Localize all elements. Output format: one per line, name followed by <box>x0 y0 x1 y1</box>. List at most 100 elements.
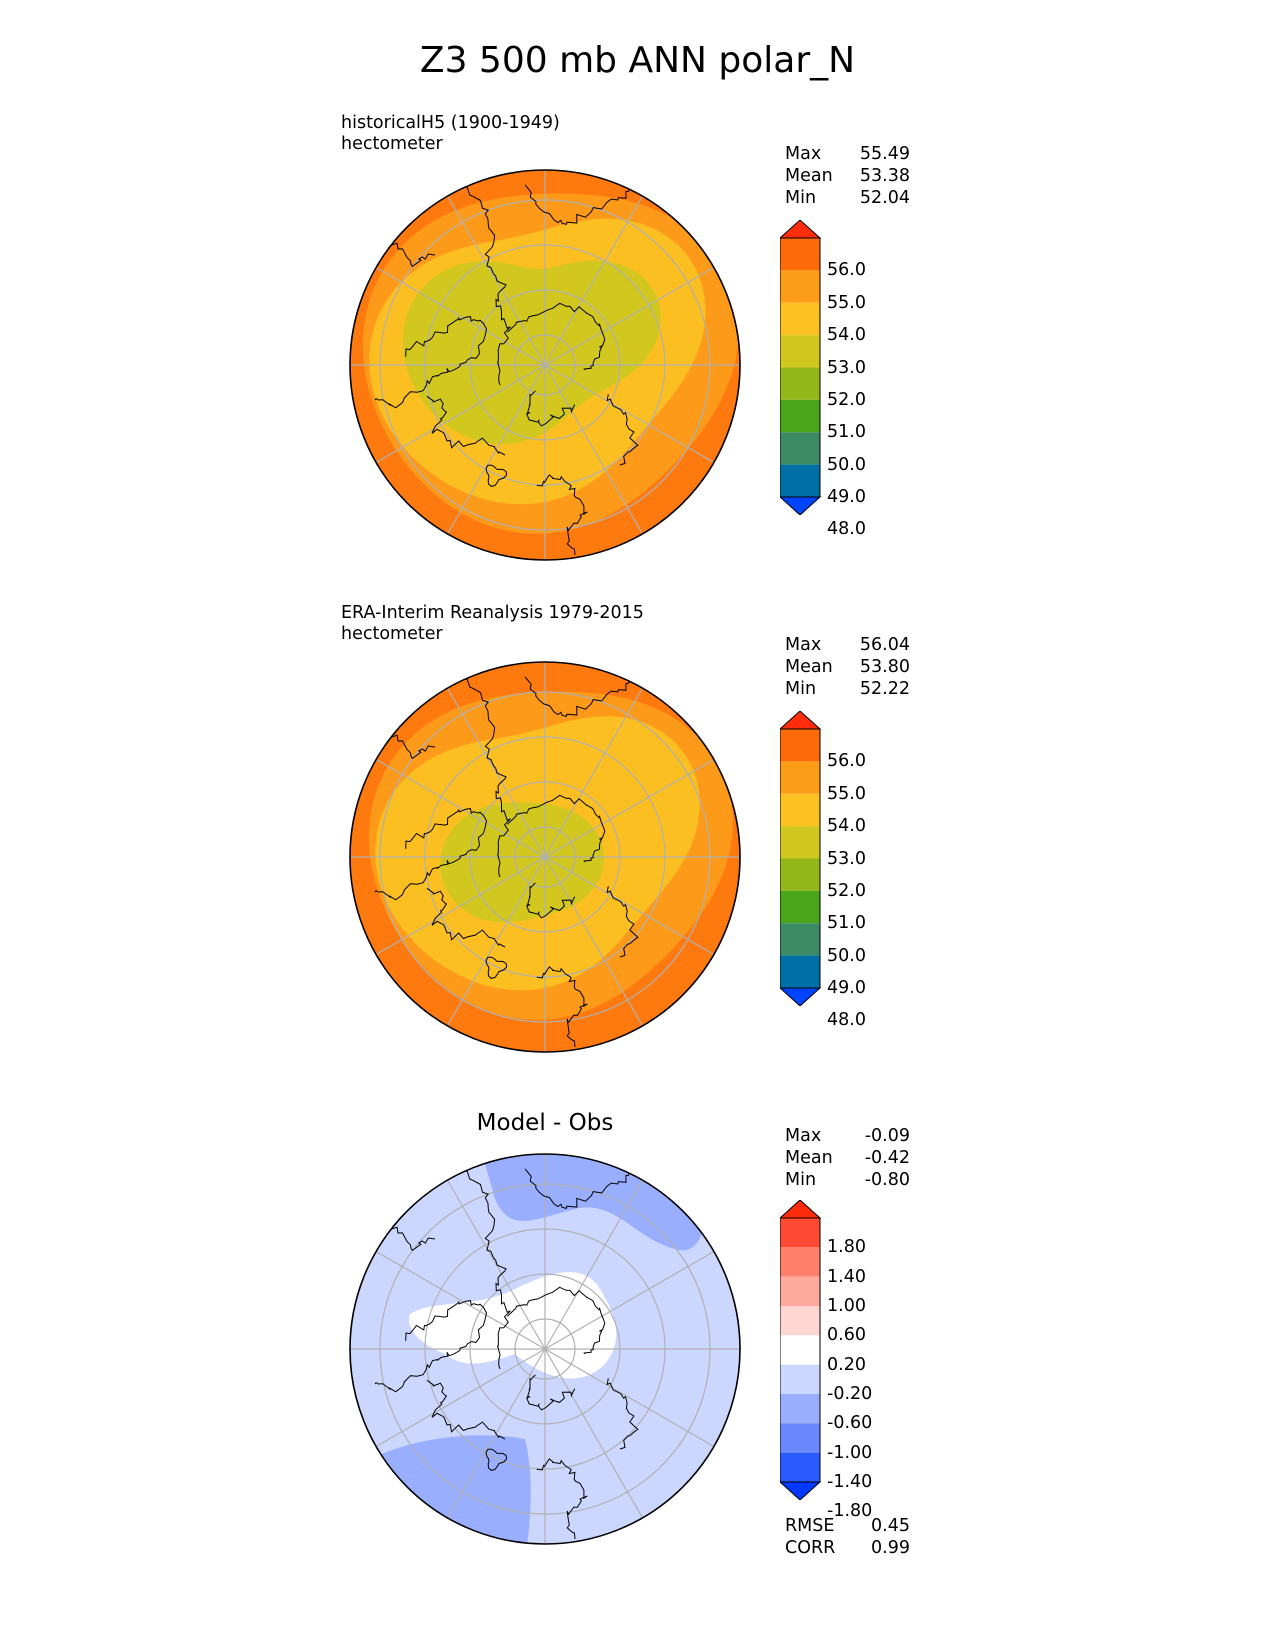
colorbar-tick-label: -1.80 <box>827 1501 873 1522</box>
test-units: hectometer <box>341 134 443 154</box>
colorbar-tick-label: 50.0 <box>827 945 866 966</box>
colorbar-tick-label: 56.0 <box>827 751 866 772</box>
colorbar-tick-label: 55.0 <box>827 783 866 804</box>
coastline-segment <box>536 1458 588 1540</box>
ref-colorbar <box>780 711 822 1006</box>
colorbar-tick-label: -0.60 <box>827 1413 873 1434</box>
coastline-segment <box>526 882 576 919</box>
colorbar-tick-label: -1.00 <box>827 1442 873 1463</box>
test-colorbar <box>780 220 822 515</box>
test-mean-value: 53.38 <box>859 166 910 186</box>
colorbar-tick-label: 52.0 <box>827 880 866 901</box>
colorbar-extend-max <box>780 1200 822 1219</box>
diff-stats: Max -0.09 Mean -0.42 Min -0.80 <box>785 1125 910 1191</box>
meridian-line <box>446 1179 546 1350</box>
iceland-coastline <box>485 956 508 979</box>
colorbar-swatch <box>780 367 820 400</box>
colorbar-tick-label: 1.80 <box>827 1237 866 1258</box>
coastlines <box>374 174 639 556</box>
meridian-line <box>544 1250 715 1350</box>
meridian-line <box>544 1348 715 1448</box>
meridian-line <box>544 856 715 956</box>
colorbar-tick-label: 49.0 <box>827 487 866 507</box>
coastline-segment <box>465 677 511 878</box>
colorbar-swatch <box>780 729 820 762</box>
meridian-line <box>544 266 715 366</box>
coastline-segment <box>426 887 506 948</box>
colorbar-tick-label: 56.0 <box>827 260 866 281</box>
colorbar-swatch <box>780 238 820 271</box>
colorbar-tick-label: 54.0 <box>827 816 866 837</box>
map-boundary <box>349 169 741 561</box>
iceland-coastline <box>485 1448 508 1471</box>
coastline-segment <box>374 316 488 409</box>
diff-mean-value: -0.42 <box>864 1148 910 1168</box>
coastline-segment <box>606 394 639 466</box>
meridian-line <box>544 758 715 858</box>
colorbar-tick-label: 48.0 <box>827 519 866 540</box>
meridian-line <box>375 364 546 464</box>
coastline-segment <box>465 185 511 386</box>
coastline-segment <box>426 395 506 456</box>
colorbar-swatch <box>780 761 820 794</box>
coastline-segment <box>606 886 639 958</box>
colorbar-swatch <box>780 399 820 433</box>
colorbar-tick-label: 51.0 <box>827 913 866 934</box>
ref-units: hectometer <box>341 624 443 644</box>
diff-min-label: Min <box>785 1170 817 1190</box>
colorbar-swatch <box>780 335 820 368</box>
test-title-text: historicalH5 (1900-1949) <box>341 113 560 133</box>
colorbar-swatch <box>780 464 820 497</box>
colorbar-swatch <box>780 432 820 465</box>
meridian-line <box>375 1250 546 1350</box>
colorbar-tick-label: 52.0 <box>827 389 866 410</box>
diff-panel-title: Model - Obs <box>476 1110 614 1136</box>
meridian-line <box>544 1348 644 1519</box>
colorbar-swatch <box>780 1276 820 1306</box>
ref-mean-label: Mean <box>785 657 833 677</box>
coastline-segment <box>536 966 588 1048</box>
map-fill-layer <box>350 1154 740 1544</box>
colorbar-outline <box>780 237 821 498</box>
coastline-segment <box>374 808 488 901</box>
ref-min-label: Min <box>785 679 817 699</box>
ref-min-value: 52.22 <box>859 679 910 699</box>
colorbar-tick-label: 54.0 <box>827 325 866 346</box>
meridian-line <box>544 1179 644 1350</box>
map-boundary <box>349 1153 741 1545</box>
test-mean-label: Mean <box>785 166 833 186</box>
test-stats: Max 55.49 Mean 53.38 Min 52.04 <box>785 143 910 209</box>
colorbar-swatch <box>780 270 820 303</box>
colorbar-swatch <box>780 890 820 924</box>
meridian-line <box>446 195 546 366</box>
iceland-coastline <box>485 464 508 487</box>
diff-max-value: -0.09 <box>864 1126 910 1146</box>
diff-min-value: -0.80 <box>864 1170 910 1190</box>
coastline-segment <box>507 1286 606 1355</box>
test-min-value: 52.04 <box>859 188 910 208</box>
colorbar-outline <box>780 1217 821 1483</box>
meridian-line <box>375 758 546 858</box>
colorbar-tick-label: 0.20 <box>827 1354 866 1375</box>
meridian-line <box>375 266 546 366</box>
colorbar-swatch <box>780 858 820 891</box>
meridian-line <box>375 856 546 956</box>
colorbar-swatch <box>780 302 820 336</box>
colorbar-tick-label: 53.0 <box>827 848 866 869</box>
colorbar-tick-label: 48.0 <box>827 1010 866 1031</box>
coastline-segment <box>536 474 588 556</box>
coastline-segment <box>507 302 606 371</box>
colorbar-tick-label: 1.00 <box>827 1296 866 1316</box>
coastline-segment <box>426 1379 506 1440</box>
colorbar-swatch <box>780 1306 820 1336</box>
colorbar-swatch <box>780 1335 820 1365</box>
coastline-segment <box>524 174 637 226</box>
colorbar-extend-min <box>780 1481 822 1500</box>
coastline-segment <box>606 1378 639 1450</box>
coastline-segment <box>524 1158 637 1210</box>
colorbar-tick-label: -0.20 <box>827 1384 873 1404</box>
colorbar-tick-label: 51.0 <box>827 422 866 443</box>
diff-band-minus-0.2-0.2 <box>409 1272 617 1379</box>
coastline-segment <box>526 390 576 427</box>
ref-max-value: 56.04 <box>859 635 910 655</box>
